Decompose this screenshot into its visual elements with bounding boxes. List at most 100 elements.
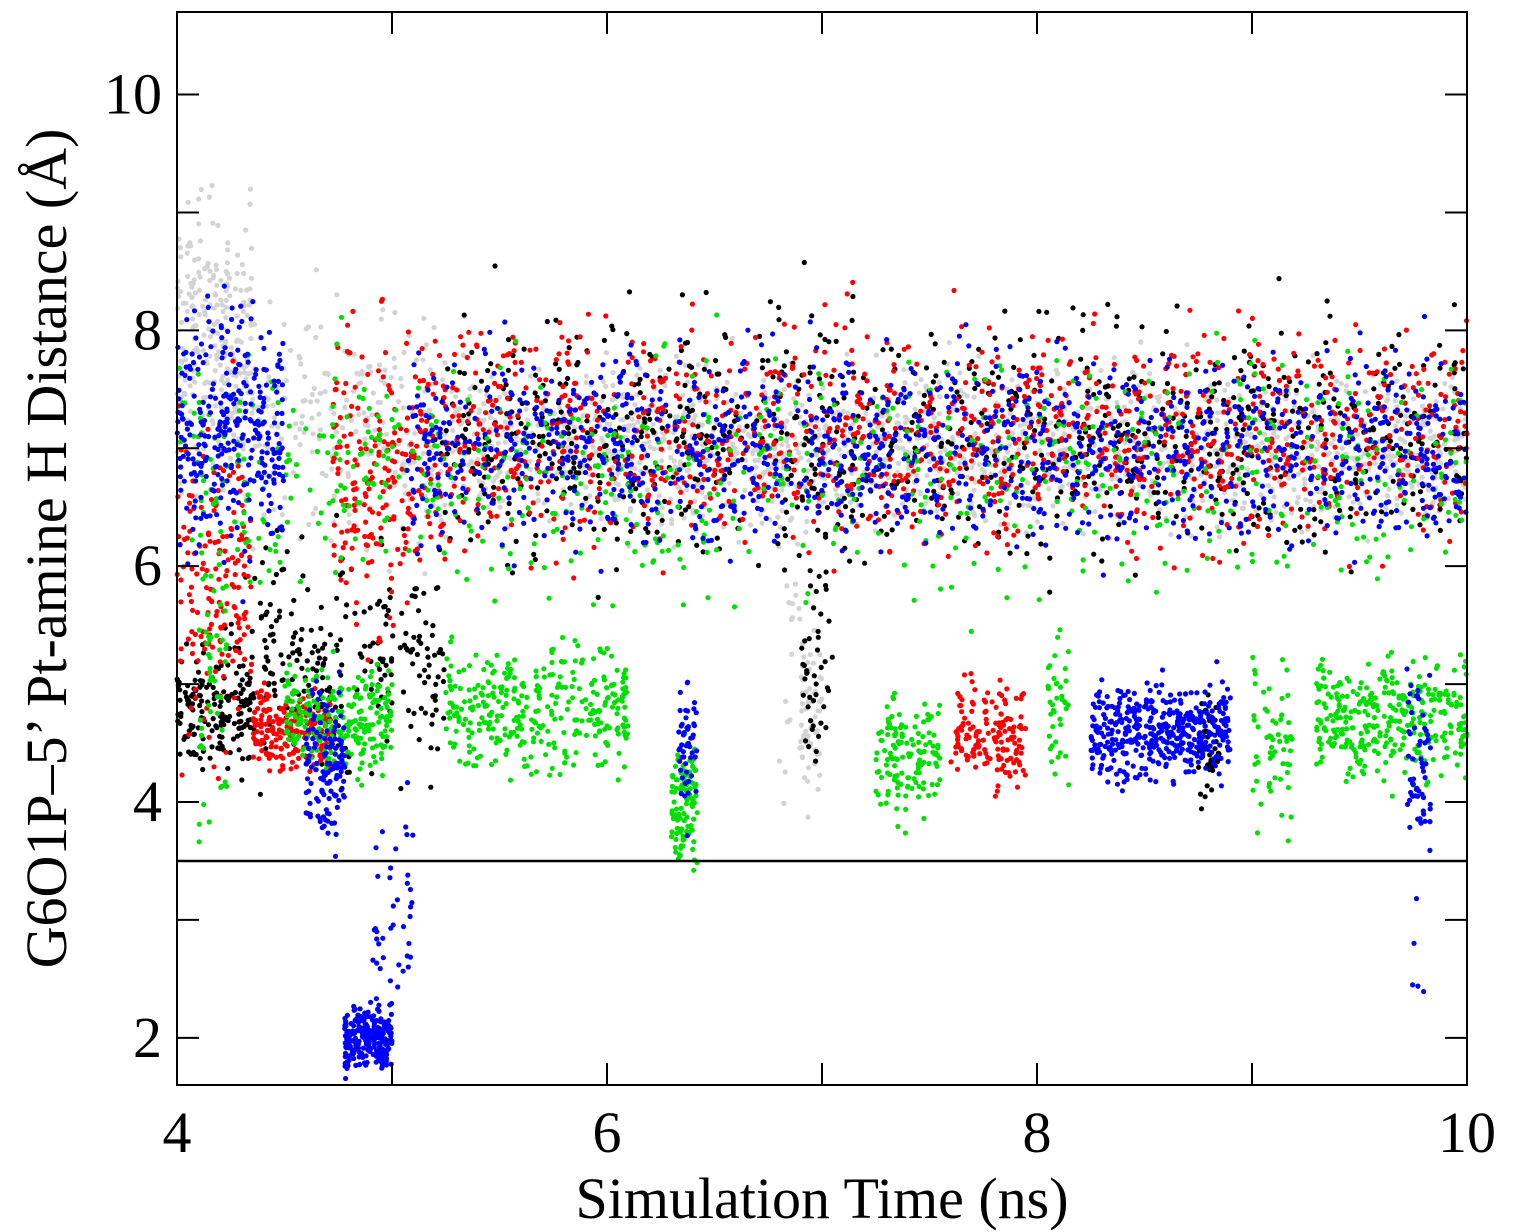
data-point bbox=[670, 474, 676, 480]
data-point bbox=[427, 521, 433, 527]
data-point bbox=[291, 597, 297, 604]
data-point bbox=[234, 270, 240, 277]
data-point bbox=[918, 377, 924, 383]
data-point bbox=[316, 655, 322, 661]
data-point bbox=[365, 371, 371, 377]
data-point bbox=[209, 599, 215, 605]
data-point bbox=[481, 456, 487, 462]
data-point bbox=[267, 299, 273, 305]
data-point bbox=[1451, 302, 1457, 308]
data-point bbox=[1083, 491, 1090, 498]
data-point bbox=[302, 397, 308, 404]
data-point bbox=[236, 747, 242, 753]
data-point bbox=[211, 764, 217, 770]
data-point bbox=[177, 697, 183, 703]
data-point bbox=[290, 650, 296, 656]
data-point bbox=[197, 702, 203, 709]
data-point bbox=[1088, 405, 1094, 411]
data-point bbox=[1353, 471, 1359, 477]
data-point bbox=[180, 346, 186, 352]
data-point bbox=[1410, 491, 1416, 497]
data-point bbox=[188, 751, 194, 757]
data-point bbox=[401, 532, 407, 539]
data-point bbox=[1129, 548, 1135, 554]
data-point bbox=[817, 332, 823, 338]
data-point bbox=[591, 526, 597, 532]
data-point bbox=[998, 476, 1004, 482]
data-point bbox=[186, 291, 192, 297]
data-point bbox=[229, 410, 235, 416]
data-point bbox=[628, 528, 634, 535]
data-point bbox=[597, 446, 603, 452]
data-point bbox=[238, 718, 244, 724]
data-point bbox=[192, 290, 198, 296]
data-point bbox=[639, 453, 645, 459]
data-point bbox=[334, 595, 340, 601]
data-point bbox=[236, 584, 242, 591]
data-point bbox=[182, 377, 188, 383]
data-point bbox=[246, 302, 252, 308]
data-point bbox=[280, 706, 286, 712]
data-point bbox=[255, 706, 261, 712]
data-point bbox=[1362, 461, 1368, 467]
data-point bbox=[1081, 474, 1087, 480]
data-point bbox=[787, 517, 794, 523]
data-point bbox=[1124, 478, 1131, 484]
data-point bbox=[468, 537, 474, 543]
data-point bbox=[1363, 511, 1369, 517]
data-point bbox=[190, 641, 196, 647]
data-point bbox=[231, 509, 237, 516]
data-point bbox=[450, 402, 457, 408]
data-point bbox=[933, 373, 939, 379]
data-point bbox=[442, 502, 448, 508]
data-point bbox=[390, 458, 396, 464]
data-point bbox=[179, 772, 185, 778]
data-point bbox=[1353, 407, 1359, 413]
data-point bbox=[498, 424, 504, 430]
data-point bbox=[408, 723, 414, 730]
data-point bbox=[211, 321, 217, 327]
data-point bbox=[367, 469, 373, 475]
data-point bbox=[687, 499, 694, 505]
data-point bbox=[533, 372, 539, 378]
data-point bbox=[794, 391, 801, 397]
data-point bbox=[799, 754, 805, 760]
data-point bbox=[378, 525, 384, 531]
data-point bbox=[413, 357, 420, 363]
data-point bbox=[895, 412, 901, 418]
data-point bbox=[190, 316, 196, 322]
data-point bbox=[1271, 356, 1277, 362]
data-point bbox=[644, 487, 651, 493]
data-point bbox=[957, 460, 963, 466]
data-point bbox=[357, 651, 363, 657]
data-point bbox=[1230, 462, 1236, 468]
data-point bbox=[809, 462, 815, 468]
data-point bbox=[559, 334, 565, 340]
data-point bbox=[565, 375, 571, 382]
data-point bbox=[1189, 430, 1195, 436]
data-point bbox=[668, 454, 674, 461]
data-point bbox=[1318, 519, 1324, 525]
data-point bbox=[1162, 489, 1168, 495]
data-point bbox=[778, 429, 785, 435]
data-point bbox=[1346, 360, 1352, 366]
data-point bbox=[308, 627, 314, 633]
data-point bbox=[234, 313, 240, 319]
data-point bbox=[299, 665, 305, 671]
data-point bbox=[283, 378, 289, 384]
data-point bbox=[376, 362, 382, 368]
data-point bbox=[801, 662, 807, 669]
data-point bbox=[703, 362, 709, 368]
data-point bbox=[1332, 337, 1338, 343]
data-point bbox=[331, 522, 337, 528]
data-point bbox=[259, 560, 266, 566]
data-point bbox=[896, 420, 902, 426]
data-point bbox=[610, 370, 616, 376]
data-point bbox=[265, 658, 271, 664]
data-point bbox=[223, 573, 229, 579]
data-point bbox=[1300, 467, 1306, 473]
data-point bbox=[873, 352, 879, 358]
data-point bbox=[305, 587, 311, 593]
data-point bbox=[1400, 394, 1406, 400]
data-point bbox=[1109, 472, 1115, 478]
